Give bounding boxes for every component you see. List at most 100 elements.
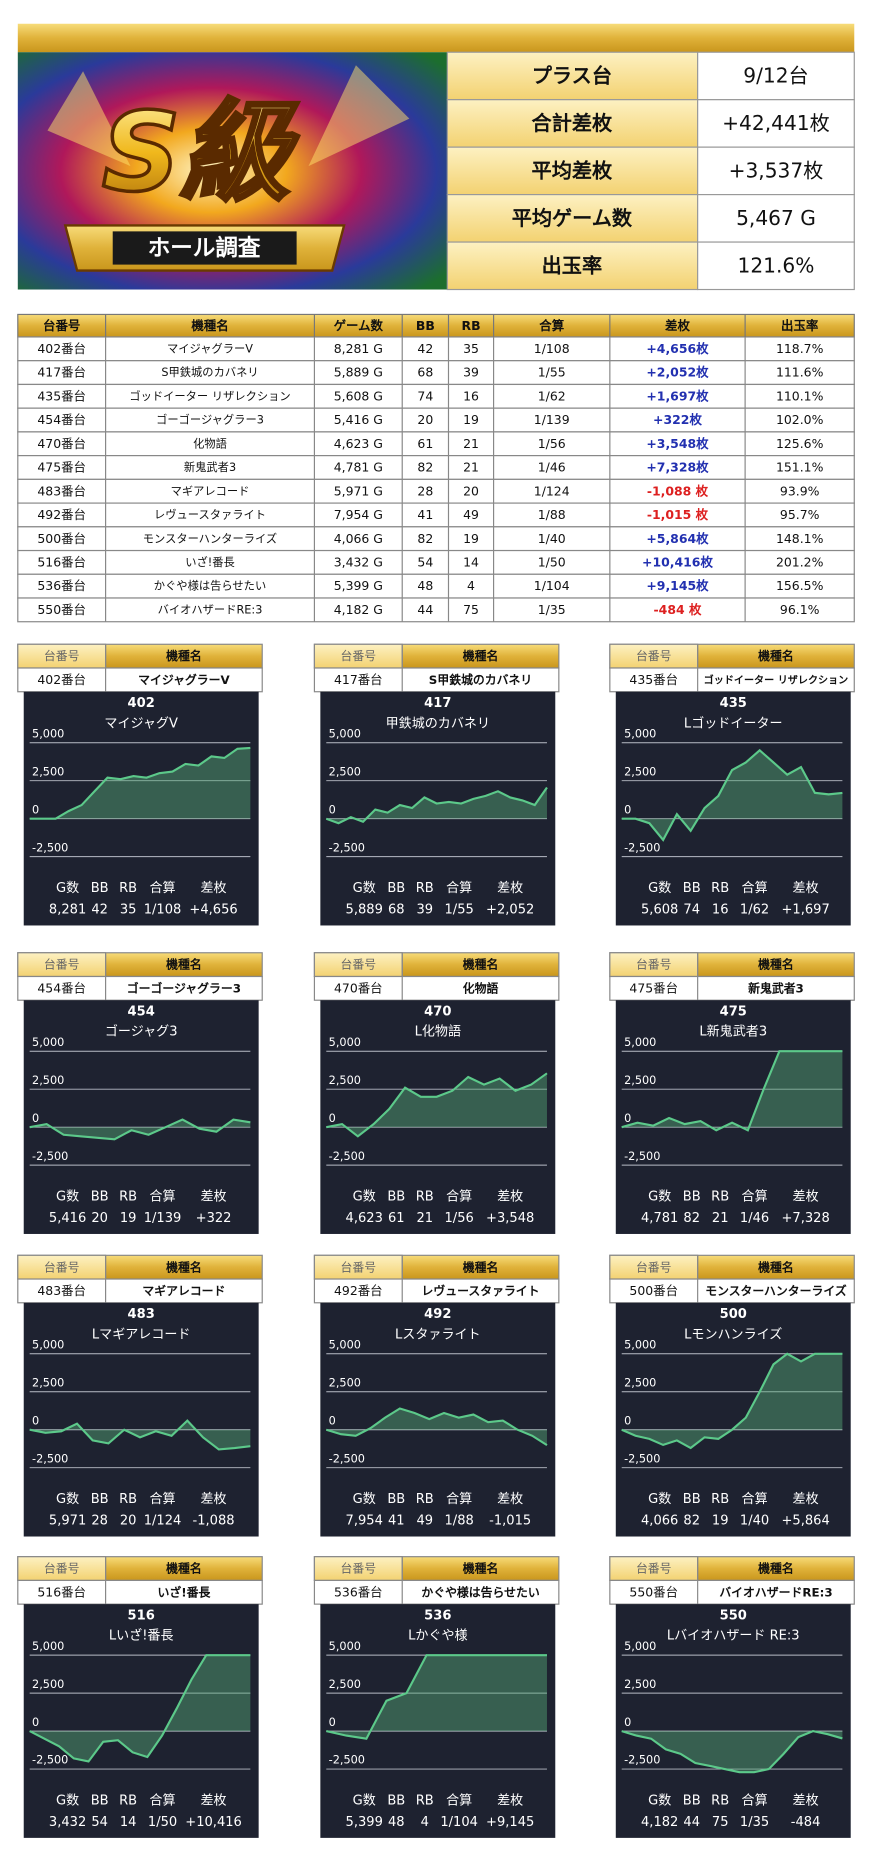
y-tick-label: -2,500 (32, 841, 68, 854)
panel-header-label: 機種名 (166, 1562, 202, 1576)
y-tick-label: -2,500 (32, 1754, 68, 1767)
graph-line (29, 746, 251, 820)
table-cell: 118.7% (776, 341, 824, 356)
stat-value: 1/50 (148, 1815, 177, 1830)
table-cell: 4,182 G (334, 602, 383, 617)
stat-label: 合算 (446, 1492, 472, 1507)
summary-label-cell (446, 194, 699, 243)
table-cell: 5,889 G (334, 365, 383, 380)
panel-machine-no: 454番台 (37, 980, 86, 995)
stat-label: G数 (56, 881, 79, 896)
table-cell: マギアレコード (171, 485, 250, 498)
y-tick-label: 2,500 (32, 1376, 64, 1389)
table-cell: レヴュースタァライト (154, 508, 266, 522)
stat-label: 合算 (446, 1794, 472, 1809)
graph-number: 475 (720, 1005, 747, 1020)
stat-value: 19 (120, 1211, 137, 1226)
table-cell: 20 (463, 483, 479, 498)
graph-number: 483 (128, 1307, 155, 1322)
graph-panel (320, 691, 556, 926)
stat-value: 19 (712, 1514, 729, 1529)
stat-label: 差枚 (497, 881, 523, 896)
banner-ray (47, 71, 131, 167)
table-cell: 148.1% (776, 531, 824, 546)
table-cell: 201.2% (776, 555, 824, 570)
y-tick-label: 5,000 (32, 727, 64, 740)
panel-machine-no: 483番台 (37, 1283, 86, 1298)
stat-value: 41 (388, 1514, 405, 1529)
stat-label: G数 (353, 1794, 376, 1809)
graph-title: Lかぐや様 (408, 1629, 467, 1644)
graph-number: 435 (720, 696, 747, 711)
stat-label: BB (387, 881, 405, 896)
panel-header-label: 機種名 (758, 1260, 794, 1274)
stat-label: RB (416, 1492, 434, 1507)
table-cell: -1,015 枚 (647, 507, 709, 522)
table-cell: 111.6% (776, 365, 824, 380)
stat-label: G数 (353, 1190, 376, 1205)
graph-number: 550 (720, 1609, 747, 1624)
graph-title: L新鬼武者3 (699, 1024, 767, 1040)
y-tick-label: 5,000 (32, 1640, 64, 1653)
panel-header-label: 台番号 (44, 649, 80, 663)
table-cell: ゴッドイーター リザレクション (129, 389, 290, 403)
table-cell: 化物語 (193, 436, 227, 450)
panel-header-label: 機種名 (463, 958, 499, 972)
table-cell: かぐや様は告らせたい (154, 579, 266, 593)
table-cell: 5,608 G (334, 388, 383, 403)
table-cell: モンスターハンターライズ (143, 531, 277, 545)
stat-label: BB (387, 1794, 405, 1809)
stat-value: 48 (388, 1815, 405, 1830)
panel-machine-no: 435番台 (629, 672, 678, 687)
table-row (17, 597, 855, 623)
stat-value: 74 (683, 903, 700, 918)
stat-label: RB (711, 1492, 729, 1507)
table-cell: 417番台 (37, 365, 86, 380)
banner-title: S級 (102, 89, 300, 216)
stat-label: 差枚 (793, 881, 819, 896)
table-cell: 1/108 (534, 341, 570, 356)
banner-plate (112, 231, 297, 265)
panel-header-label: 台番号 (341, 1562, 377, 1576)
y-tick-label: 5,000 (624, 1338, 656, 1351)
graph-panel (320, 1000, 556, 1234)
y-tick-label: 5,000 (32, 1036, 64, 1049)
y-tick-label: 0 (329, 1414, 336, 1427)
y-tick-label: 2,500 (624, 1074, 656, 1087)
panel-machine-no: 500番台 (629, 1283, 678, 1298)
y-tick-label: -2,500 (32, 1452, 68, 1465)
stat-label: RB (119, 1190, 137, 1205)
graph-line (326, 1654, 547, 1740)
y-tick-label: -2,500 (624, 1754, 660, 1767)
panel-header-label: 台番号 (341, 958, 377, 972)
panel-machine-name: ゴッドイーター リザレクション (704, 673, 849, 686)
table-cell: 1/104 (534, 578, 570, 593)
table-cell: 475番台 (37, 460, 86, 475)
panel-machine-name: マギアレコード (142, 1284, 225, 1298)
table-cell: 1/55 (538, 365, 566, 380)
table-row (17, 549, 855, 575)
y-tick-label: 5,000 (329, 1036, 361, 1049)
stat-value: +3,548 (486, 1211, 534, 1226)
table-cell: いざ!番長 (185, 555, 235, 569)
y-tick-label: -2,500 (624, 841, 660, 854)
graph-title: L化物語 (415, 1024, 461, 1040)
summary-value: 9/12台 (743, 64, 808, 88)
graph-panel (320, 1604, 556, 1838)
stat-value: +1,697 (781, 903, 829, 918)
table-cell: 492番台 (37, 507, 86, 522)
table-cell: +9,145枚 (646, 578, 709, 593)
summary-value-cell (697, 194, 855, 243)
y-tick-label: 0 (32, 1414, 39, 1427)
stat-value: 8,281 (49, 903, 86, 918)
stat-label: 差枚 (793, 1794, 819, 1809)
table-cell: 28 (417, 483, 433, 498)
graph-panel (23, 1000, 259, 1234)
stat-value: 1/104 (440, 1815, 478, 1830)
graph-area (29, 1119, 251, 1140)
stat-label: RB (711, 1190, 729, 1205)
panel-header-label: 台番号 (636, 958, 672, 972)
graph-line (621, 1729, 843, 1774)
graph-title: Lスタァライト (395, 1327, 481, 1342)
summary-label: プラス台 (532, 64, 612, 88)
